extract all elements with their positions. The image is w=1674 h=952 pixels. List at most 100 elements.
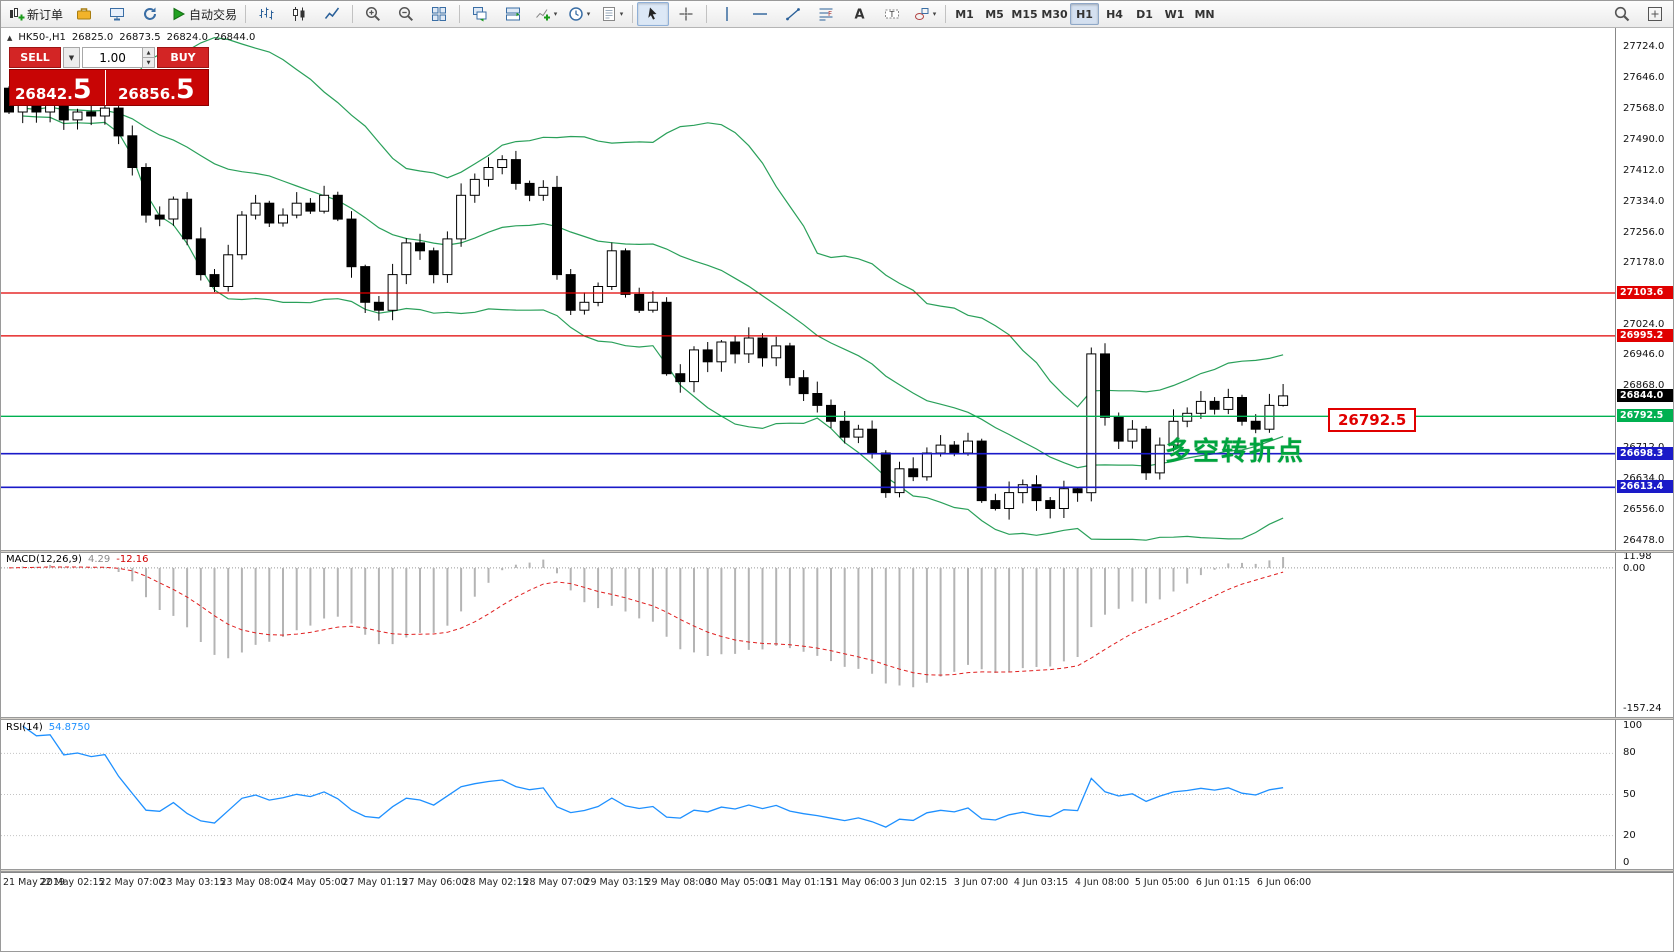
timeframe-h1[interactable]: H1	[1070, 3, 1100, 25]
horizontal-line-button[interactable]	[744, 2, 776, 26]
zoom-in-button[interactable]	[357, 2, 389, 26]
time-axis-label: 24 May 05:00	[281, 877, 347, 888]
macd-scale-zero: 0.00	[1623, 562, 1646, 574]
rsi-panel-separator[interactable]	[1, 717, 1673, 720]
price-divider	[105, 70, 106, 105]
label-button[interactable]: T	[876, 2, 908, 26]
time-axis-label: 29 May 03:15	[584, 877, 650, 888]
zoom-out-button[interactable]	[390, 2, 422, 26]
price-axis-label: 27024.0	[1623, 319, 1665, 330]
price-axis-label: 27334.0	[1623, 196, 1665, 207]
new-order-icon	[9, 6, 25, 22]
toolbar-separator	[706, 5, 708, 23]
price-axis[interactable]: 27724.0 27646.0 27568.0 27490.0 27412.0 27334…	[1615, 28, 1673, 872]
rsi-chart[interactable]	[1, 720, 1615, 869]
vertical-line-button[interactable]	[711, 2, 743, 26]
chart-candles-icon	[291, 6, 307, 22]
chart-candles-button[interactable]	[283, 2, 315, 26]
chart-line-button[interactable]	[316, 2, 348, 26]
bar-close-value: 26844.0	[213, 32, 256, 43]
time-axis-label: 4 Jun 03:15	[1013, 877, 1069, 888]
volume-up-button[interactable]: ▲	[143, 48, 154, 58]
timeframe-h4[interactable]: H4	[1106, 7, 1123, 21]
price-axis-label: 26478.0	[1623, 535, 1665, 546]
period-icon	[568, 6, 584, 22]
chart-header: ▲ HK50-,H1 26825.0 26873.5 26824.0 26844…	[7, 32, 255, 43]
macd-scale-max: 11.98	[1623, 551, 1652, 562]
price-chart[interactable]	[1, 28, 1615, 550]
crosshair-button[interactable]	[670, 2, 702, 26]
autotrading-button[interactable]: 自动交易	[167, 2, 241, 26]
indicators-button[interactable]: ▾	[530, 2, 562, 26]
timeframe-w1[interactable]: W1	[1164, 7, 1185, 21]
timeframe-mn[interactable]: MN	[1194, 7, 1215, 21]
time-axis-label: 31 May 01:15	[766, 877, 832, 888]
fibonacci-button[interactable]: F	[810, 2, 842, 26]
support-line-1-price-badge: 26698.3	[1617, 447, 1673, 460]
macd-chart[interactable]	[1, 553, 1615, 717]
buy-button[interactable]: BUY	[157, 47, 209, 68]
sell-price[interactable]: 26842. 5	[15, 74, 92, 106]
text-button[interactable]: A	[843, 2, 875, 26]
metaeditor-button[interactable]	[68, 2, 100, 26]
shapes-button[interactable]: ▾	[909, 2, 941, 26]
search-button[interactable]	[1606, 2, 1638, 26]
cascade-windows-button[interactable]	[464, 2, 496, 26]
timeframe-d1[interactable]: D1	[1136, 7, 1153, 21]
templates-icon	[601, 6, 617, 22]
trendline-button[interactable]	[777, 2, 809, 26]
rsi-scale-label: 0	[1623, 857, 1630, 868]
price-axis-label: 27646.0	[1623, 72, 1665, 83]
one-click-trading-panel: SELL ▼ ▲ ▼ BUY 26842. 5 26856. 5	[9, 47, 209, 106]
arrange-windows-button[interactable]	[497, 2, 529, 26]
tile-windows-button[interactable]	[423, 2, 455, 26]
volume-down-button[interactable]: ▼	[143, 58, 154, 67]
refresh-button[interactable]	[134, 2, 166, 26]
metaeditor-icon	[76, 6, 92, 22]
chart-bars-button[interactable]	[250, 2, 282, 26]
toolbar-separator	[945, 5, 947, 23]
time-axis-label: 21 May 2019	[3, 877, 65, 888]
bar-open-value: 26825.0	[71, 32, 114, 43]
macd-panel-separator[interactable]	[1, 550, 1673, 553]
timeframe-m1[interactable]: M1	[955, 7, 974, 21]
autotrading-icon	[171, 6, 187, 22]
time-axis[interactable]: 21 May 2019 22 May 02:15 22 May 07:00 23 Ma…	[1, 872, 1673, 895]
time-axis-label: 5 Jun 05:00	[1134, 877, 1190, 888]
indicators-icon	[535, 6, 551, 22]
svg-text:T: T	[889, 10, 895, 19]
time-axis-label: 27 May 01:15	[342, 877, 408, 888]
text-icon: A	[851, 6, 867, 23]
time-axis-label: 28 May 02:15	[463, 877, 529, 888]
cursor-button[interactable]	[637, 2, 670, 26]
cursor-icon	[645, 6, 661, 22]
window-arrange-button[interactable]	[1639, 2, 1671, 26]
rsi-indicator-label: RSI(14) 54.8750	[6, 722, 91, 733]
toolbar: 新订单 自动交易 ▾ ▾ ▾ F A T ▾ M1 M5 M15 M30 H1 H4 D1 W1 MN	[1, 1, 1673, 28]
terminal-button[interactable]	[101, 2, 133, 26]
trade-panel-toggle-icon[interactable]: ▲	[7, 33, 13, 42]
chart-annotation-text: 多空转折点	[1165, 437, 1306, 467]
rsi-scale-label: 80	[1623, 747, 1636, 759]
shapes-icon	[914, 6, 930, 22]
resistance-line-1-price-badge: 27103.6	[1617, 286, 1673, 299]
price-axis-label: 26556.0	[1623, 504, 1665, 515]
timeframe-m5[interactable]: M5	[985, 7, 1004, 21]
sell-button[interactable]: SELL	[9, 47, 61, 68]
periods-button[interactable]: ▾	[563, 2, 595, 26]
macd-indicator-label: MACD(12,26,9) 4.29 -12.16	[6, 554, 149, 565]
order-options-dropdown[interactable]: ▼	[63, 47, 80, 68]
time-axis-label: 23 May 08:00	[220, 877, 286, 888]
chevron-down-icon: ▾	[932, 10, 937, 18]
timeframe-m15[interactable]: M15	[1011, 7, 1038, 21]
templates-button[interactable]: ▾	[596, 2, 628, 26]
bottom-margin	[1, 894, 1673, 951]
volume-input[interactable]	[83, 48, 143, 67]
chevron-down-icon: ▾	[586, 10, 591, 18]
hline-icon	[752, 6, 768, 22]
timeframe-m30[interactable]: M30	[1041, 7, 1068, 21]
new-order-button-label: 新订单	[27, 7, 64, 22]
new-order-button[interactable]: 新订单	[5, 2, 67, 26]
buy-price[interactable]: 26856. 5	[118, 74, 195, 106]
